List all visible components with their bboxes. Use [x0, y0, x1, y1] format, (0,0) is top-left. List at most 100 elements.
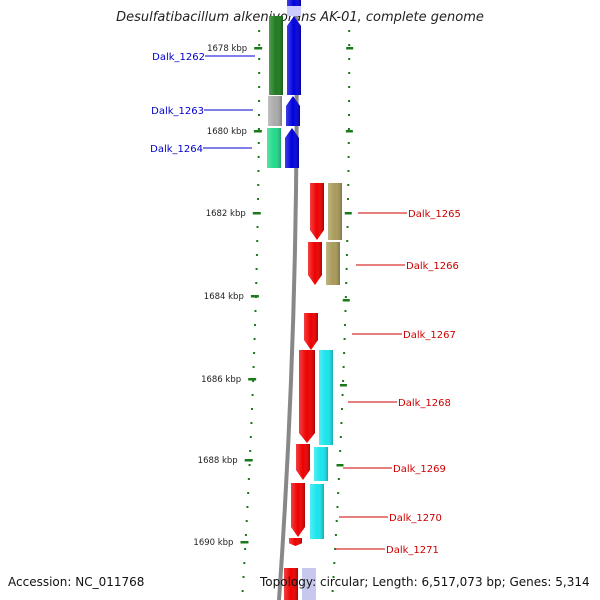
guide-dot-right [336, 506, 339, 508]
cds-arrow-dalk-1269-shade [296, 444, 310, 480]
guide-dot-right [342, 366, 345, 368]
guide-dot-left [258, 30, 261, 32]
tick-mark-right [336, 464, 344, 467]
gene-bar-dalk-1270-shade [310, 484, 324, 539]
guide-dot-left [244, 534, 247, 536]
tick-mark [252, 212, 261, 215]
guide-dot-right [341, 394, 344, 396]
guide-dot-right [343, 338, 346, 340]
guide-dot-right [348, 58, 351, 60]
guide-dot-left [257, 170, 260, 172]
guide-dot-right [345, 268, 348, 270]
gene-bar-faint-bottom [302, 568, 316, 600]
guide-dot-left [253, 338, 256, 340]
guide-dot-left [254, 324, 257, 326]
guide-dot-left [251, 394, 254, 396]
tick-label: 1680 kbp [207, 127, 247, 137]
cds-arrow-dalk-1262-shade [287, 16, 301, 95]
tick-label: 1682 kbp [206, 209, 246, 219]
guide-dot-left [248, 464, 251, 466]
tick-mark [254, 47, 263, 50]
guide-dot-left [249, 450, 252, 452]
guide-dot-left [247, 492, 250, 494]
guide-dot-left [244, 548, 247, 550]
gene-label-right: Dalk_1267 [403, 330, 456, 341]
guide-dot-left [252, 366, 255, 368]
guide-dot-left [258, 100, 261, 102]
gene-bar-dalk-1266-shade [326, 242, 340, 285]
guide-dot-right [346, 226, 349, 228]
guide-dot-left [247, 478, 250, 480]
guide-dot-right [348, 100, 351, 102]
guide-dot-left [250, 422, 253, 424]
guide-dot-right [332, 576, 335, 578]
guide-dot-right [335, 520, 338, 522]
gene-label-left: Dalk_1262 [152, 52, 205, 63]
guide-dot-left [257, 156, 260, 158]
gene-bar-dalk-1263-shade [268, 96, 282, 126]
gene-label-right: Dalk_1268 [398, 398, 451, 409]
gene-label-right: Dalk_1271 [386, 545, 439, 556]
guide-dot-left [256, 240, 259, 242]
tick-mark-right [345, 130, 353, 133]
guide-dot-right [339, 450, 342, 452]
guide-dot-left [256, 226, 259, 228]
guide-dot-left [253, 352, 256, 354]
guide-dot-right [348, 86, 351, 88]
guide-dot-right [348, 30, 351, 32]
gene-bar-dalk-1268-shade [319, 350, 333, 445]
guide-dot-right [347, 128, 350, 130]
guide-dot-right [340, 422, 343, 424]
guide-dot-right [341, 408, 344, 410]
genome-summary-text: Topology: circular; Length: 6,517,073 bp… [260, 575, 590, 589]
guide-dot-right [331, 590, 334, 592]
guide-dot-left [258, 114, 261, 116]
cds-arrow-continuation-bottom-shade [284, 568, 298, 600]
cds-arrow-dalk-1264-shade [285, 128, 299, 168]
tick-label: 1688 kbp [198, 456, 238, 466]
guide-dot-right [337, 478, 340, 480]
scale-ticks: 1678 kbp 1680 kbp 1682 kbp 1684 kbp 1686 kbp… [193, 44, 354, 548]
tick-mark-right [342, 299, 350, 302]
guide-dot-right [334, 548, 337, 550]
cds-arrow-dalk-1270-shade [291, 483, 305, 537]
guide-dot-right [334, 534, 337, 536]
cds-arrow-dalk-1267-shade [304, 313, 318, 350]
map-title: Desulfatibacillum alkenivorans AK-01, co… [116, 10, 484, 25]
guide-dot-right [348, 114, 351, 116]
tick-mark-right [346, 47, 354, 50]
guide-dot-left [257, 198, 260, 200]
guide-dot-right [347, 184, 350, 186]
gene-label-right: Dalk_1269 [393, 464, 446, 475]
gene-label-left: Dalk_1263 [151, 106, 204, 117]
guide-dot-right [346, 240, 349, 242]
guide-dot-right [344, 296, 347, 298]
cds-arrow-continuation-shade [287, 0, 301, 6]
guide-dot-left [255, 254, 258, 256]
guide-dot-left [246, 506, 249, 508]
guide-dot-right [347, 170, 350, 172]
guide-dot-right [347, 142, 350, 144]
guide-dot-right [348, 44, 351, 46]
guide-dot-right [345, 254, 348, 256]
guide-dot-left [255, 268, 258, 270]
guide-dot-left [242, 576, 245, 578]
guide-dot-left [257, 142, 260, 144]
tick-mark [240, 541, 249, 544]
guide-dot-left [254, 310, 257, 312]
cds-arrow-dalk-1263-shade [286, 96, 300, 126]
guide-dot-right [343, 352, 346, 354]
guide-dot-left [255, 282, 258, 284]
tick-label: 1684 kbp [204, 292, 244, 302]
tick-mark [248, 378, 257, 381]
gene-label-right: Dalk_1266 [406, 261, 459, 272]
guide-dot-left [252, 380, 255, 382]
cds-arrow-faint [287, 6, 301, 16]
gene-label-left: Dalk_1264 [150, 144, 203, 155]
guide-dot-right [345, 282, 348, 284]
tick-label: 1678 kbp [207, 44, 247, 54]
tick-mark-right [339, 384, 347, 387]
guide-dot-left [243, 562, 246, 564]
gene-features [267, 0, 342, 600]
